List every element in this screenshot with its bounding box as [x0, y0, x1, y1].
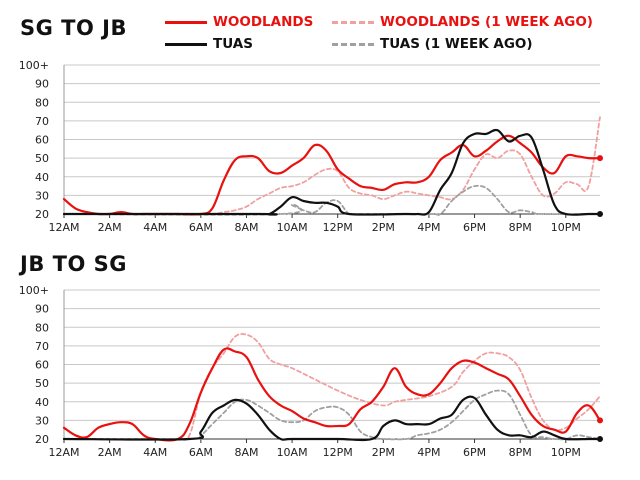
chart1-x-tick-label: 2AM — [98, 221, 122, 234]
legend-tuas-week-ago[interactable]: TUAS (1 WEEK AGO) — [332, 36, 533, 52]
chart-title-sg-to-jb: SG TO JB — [20, 16, 127, 40]
chart1-x-tick-label: 4AM — [143, 221, 167, 234]
legend-label-tuas: TUAS — [213, 36, 253, 52]
legend-woodlands[interactable]: WOODLANDS — [165, 14, 313, 30]
chart1-series-woodlands-endpoint — [597, 155, 603, 162]
chart1-y-tick-label: 100+ — [19, 59, 49, 72]
chart2-y-tick-label: 20 — [35, 433, 49, 446]
chart2-series-woodlands — [62, 347, 602, 442]
chart2-x-tick-label: 8AM — [234, 446, 258, 459]
legend-swatch-woodlands-week-ago — [332, 20, 374, 24]
chart1-y-tick-label: 80 — [35, 96, 49, 109]
chart2-y-tick-label: 30 — [35, 414, 49, 427]
legend-tuas[interactable]: TUAS — [165, 36, 253, 52]
chart1-y-tick-label: 90 — [35, 78, 49, 91]
chart2-y-tick-label: 60 — [35, 359, 49, 372]
chart2-y-tick-label: 100+ — [19, 284, 49, 297]
chart2-y-tick-label: 90 — [35, 303, 49, 316]
chart1-series-tuas-endpoint — [597, 211, 603, 217]
chart1-x-tick-label: 6AM — [189, 221, 213, 234]
chart2-x-tick-label: 6PM — [463, 446, 486, 459]
chart1-series-tuas-1-week-ago — [63, 184, 601, 216]
chart2-y-tick-label: 40 — [35, 396, 49, 409]
legend-swatch-tuas — [165, 42, 207, 46]
chart1-series-woodlands — [62, 134, 602, 216]
chart2-x-tick-label: 4PM — [417, 446, 440, 459]
legend-swatch-tuas-week-ago — [332, 42, 374, 46]
chart1-x-tick-label: 12PM — [323, 221, 353, 234]
chart1-x-tick-label: 2PM — [372, 221, 395, 234]
chart1-x-tick-label: 8AM — [234, 221, 258, 234]
chart1-series-woodlands-1-week-ago — [63, 116, 601, 216]
chart1-series-tuas — [62, 128, 602, 216]
chart2-y-tick-label: 70 — [35, 340, 49, 353]
chart2-y-tick-label: 80 — [35, 321, 49, 334]
chart1-y-tick-label: 20 — [35, 208, 49, 221]
chart2-x-tick-label: 10AM — [277, 446, 308, 459]
chart1-x-tick-label: 10AM — [277, 221, 308, 234]
chart2-x-tick-label: 10PM — [551, 446, 581, 459]
legend-label-woodlands: WOODLANDS — [213, 14, 314, 30]
chart1-x-tick-label: 10PM — [551, 221, 581, 234]
chart1-y-tick-label: 70 — [35, 115, 49, 128]
chart2-series-tuas — [62, 395, 602, 442]
chart1-y-tick-label: 60 — [35, 134, 49, 147]
chart2-y-tick-label: 50 — [35, 377, 49, 390]
chart1-x-tick-label: 6PM — [463, 221, 486, 234]
chart2-x-tick-label: 8PM — [509, 446, 532, 459]
chart2-x-tick-label: 6AM — [189, 446, 213, 459]
chart-title-jb-to-sg: JB TO SG — [20, 252, 127, 276]
chart1-x-tick-label: 4PM — [417, 221, 440, 234]
chart2-x-tick-label: 12AM — [48, 446, 79, 459]
legend-label-woodlands-week-ago: WOODLANDS (1 WEEK AGO) — [380, 14, 593, 30]
chart2-series-woodlands-endpoint — [597, 417, 603, 424]
chart1-y-tick-label: 40 — [35, 171, 49, 184]
legend-label-tuas-week-ago: TUAS (1 WEEK AGO) — [380, 36, 533, 52]
legend-woodlands-week-ago[interactable]: WOODLANDS (1 WEEK AGO) — [332, 14, 593, 30]
chart1-y-tick-label: 30 — [35, 189, 49, 202]
chart2-x-tick-label: 2PM — [372, 446, 395, 459]
chart2-series-tuas-1-week-ago — [63, 389, 601, 441]
chart2-x-tick-label: 12PM — [323, 446, 353, 459]
chart2-series-woodlands-1-week-ago — [63, 333, 601, 441]
chart1-x-tick-label: 8PM — [509, 221, 532, 234]
chart1-y-tick-label: 50 — [35, 152, 49, 165]
legend-swatch-woodlands — [165, 20, 207, 24]
chart2-series-tuas-endpoint — [597, 436, 603, 442]
chart2-x-tick-label: 4AM — [143, 446, 167, 459]
chart1-x-tick-label: 12AM — [48, 221, 79, 234]
chart2-x-tick-label: 2AM — [98, 446, 122, 459]
